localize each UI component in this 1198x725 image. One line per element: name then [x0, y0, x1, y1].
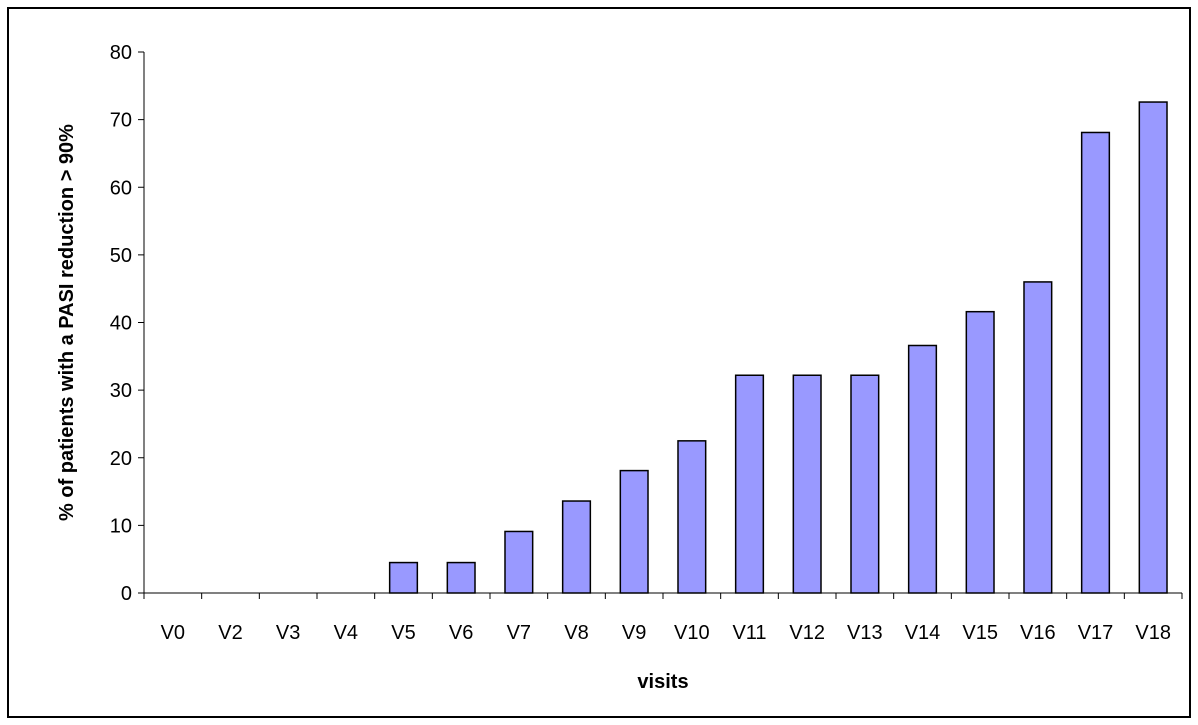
y-tick-label: 50	[110, 245, 132, 267]
bar-v7	[504, 530, 534, 594]
x-axis: V0 V2 V3 V4 V5 V6 V7 V8 V9 V10 V11 V12 V13 V14 V15 V16 V…	[143, 592, 1183, 644]
y-tick-label: 30	[110, 380, 132, 402]
y-tick-label: 70	[110, 110, 132, 132]
x-tick-label: V3	[276, 622, 300, 644]
x-tick-label: V6	[449, 622, 473, 644]
x-tick-label: V15	[962, 622, 998, 644]
x-tick-label: V12	[789, 622, 825, 644]
bar-v13	[850, 374, 880, 594]
x-axis-title: visits	[637, 671, 688, 693]
x-tick-label: V4	[334, 622, 358, 644]
x-tick-label: V2	[218, 622, 242, 644]
bar-v9	[619, 469, 649, 594]
x-tick-label: V7	[507, 622, 531, 644]
bar-v10	[677, 440, 707, 594]
y-tick-label: 20	[110, 448, 132, 470]
x-tick-label: V13	[847, 622, 883, 644]
y-tick-label: 0	[121, 583, 132, 605]
x-tick-label: V10	[674, 622, 710, 644]
bar-v16	[1023, 281, 1053, 594]
bar-v6	[446, 561, 476, 594]
y-axis-title: % of patients with a PASI reduction > 90…	[56, 124, 78, 521]
y-tick-label: 80	[110, 42, 132, 64]
x-tick-label: V18	[1135, 622, 1171, 644]
y-tick-label: 60	[110, 177, 132, 199]
x-tick-label: V17	[1078, 622, 1114, 644]
bar-v17	[1080, 131, 1111, 594]
bar-v5	[388, 561, 419, 594]
y-tick-label: 10	[110, 515, 132, 537]
x-tick-label: V9	[622, 622, 646, 644]
y-axis: 0 10 20 30 40 50 60 70 80	[110, 42, 145, 605]
x-tick-label: V11	[732, 622, 766, 644]
bar-v14	[907, 344, 938, 594]
x-tick-label: V0	[161, 622, 185, 644]
bar-v18	[1138, 101, 1168, 594]
bar-v8	[561, 500, 592, 594]
x-tick-label: V14	[905, 622, 941, 644]
x-tick-label: V8	[564, 622, 588, 644]
bar-v15	[965, 310, 995, 594]
bar-v11	[734, 374, 765, 594]
bars	[388, 101, 1168, 594]
y-tick-label: 40	[110, 313, 132, 335]
bar-v12	[792, 374, 822, 594]
x-tick-label: V5	[391, 622, 415, 644]
x-tick-label: V16	[1020, 622, 1056, 644]
